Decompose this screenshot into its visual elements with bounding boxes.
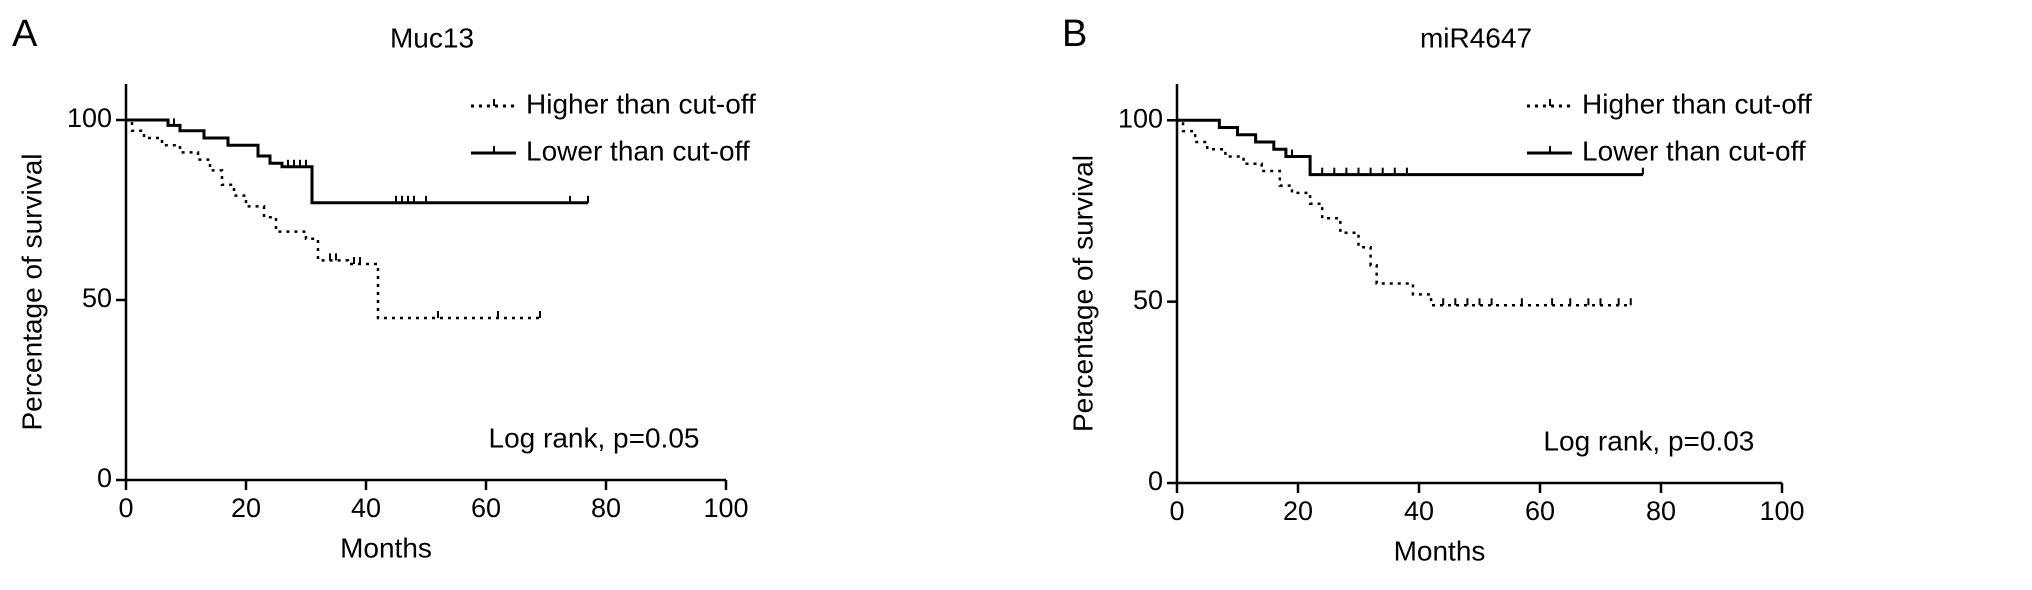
survival-line bbox=[126, 118, 540, 320]
y-tick-label: 0 bbox=[1148, 466, 1163, 496]
chart-title: miR4647 bbox=[1420, 22, 1532, 53]
x-tick-label: 40 bbox=[1404, 496, 1434, 526]
x-tick-label: 100 bbox=[1759, 496, 1804, 526]
y-tick-label: 100 bbox=[67, 103, 112, 133]
y-tick-label: 0 bbox=[97, 463, 112, 493]
legend-label: Lower than cut-off bbox=[1582, 135, 1806, 166]
panel-label: A bbox=[12, 13, 38, 55]
x-tick-label: 20 bbox=[231, 493, 261, 523]
x-tick-label: 60 bbox=[471, 493, 501, 523]
survival-line bbox=[1177, 119, 1631, 307]
legend-label: Higher than cut-off bbox=[1582, 88, 1812, 119]
y-axis-label: Percentage of survival bbox=[16, 153, 47, 430]
x-tick-label: 80 bbox=[1646, 496, 1676, 526]
survival-line bbox=[1177, 118, 1643, 177]
x-tick-label: 20 bbox=[1283, 496, 1313, 526]
x-axis-label: Months bbox=[340, 532, 432, 563]
annotation: Log rank, p=0.03 bbox=[1543, 425, 1754, 456]
survival-line bbox=[126, 118, 588, 205]
y-axis-label: Percentage of survival bbox=[1067, 155, 1098, 432]
x-tick-label: 80 bbox=[591, 493, 621, 523]
x-tick-label: 100 bbox=[703, 493, 748, 523]
y-tick-label: 50 bbox=[1133, 285, 1163, 315]
x-tick-label: 0 bbox=[1169, 496, 1184, 526]
x-tick-label: 0 bbox=[118, 493, 133, 523]
legend-label: Lower than cut-off bbox=[526, 135, 750, 166]
y-tick-label: 100 bbox=[1118, 103, 1163, 133]
panel-label: B bbox=[1062, 13, 1087, 55]
y-tick-label: 50 bbox=[82, 283, 112, 313]
x-tick-label: 40 bbox=[351, 493, 381, 523]
x-axis-label: Months bbox=[1394, 535, 1486, 566]
annotation: Log rank, p=0.05 bbox=[489, 422, 700, 453]
chart-title: Muc13 bbox=[390, 22, 474, 53]
legend-label: Higher than cut-off bbox=[526, 88, 756, 119]
x-tick-label: 60 bbox=[1525, 496, 1555, 526]
